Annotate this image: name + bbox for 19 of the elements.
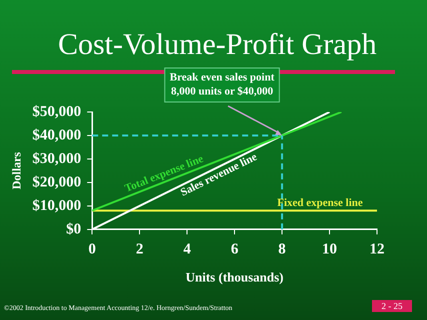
y-tick-label: $10,000 — [32, 198, 82, 214]
annotation: Break even sales point 8,000 units or $40,000 — [170, 71, 275, 98]
series-label: Fixed expense line — [277, 196, 363, 209]
x-tick-label: 8 — [278, 241, 286, 258]
y-tick-label: $30,000 — [32, 150, 82, 167]
y-tick-label: $40,000 — [32, 127, 82, 144]
y-axis-title: Dollars — [9, 152, 24, 190]
x-tick-label: 0 — [88, 241, 96, 258]
x-tick-label: 6 — [230, 241, 239, 258]
x-axis-title: Units (thousands) — [186, 270, 284, 285]
x-tick-label: 4 — [183, 241, 192, 258]
x-tick-label: 12 — [370, 241, 384, 258]
y-tick-label: $50,000 — [32, 104, 82, 120]
text: 2 - 25 — [372, 300, 412, 312]
chart-title: Cost-Volume-Profit Graph — [58, 28, 377, 62]
y-tick-label: $20,000 — [32, 174, 82, 190]
y-tick-label: $0 — [66, 221, 82, 238]
x-tick-label: 10 — [322, 241, 338, 258]
x-tick-label: 2 — [136, 241, 144, 258]
